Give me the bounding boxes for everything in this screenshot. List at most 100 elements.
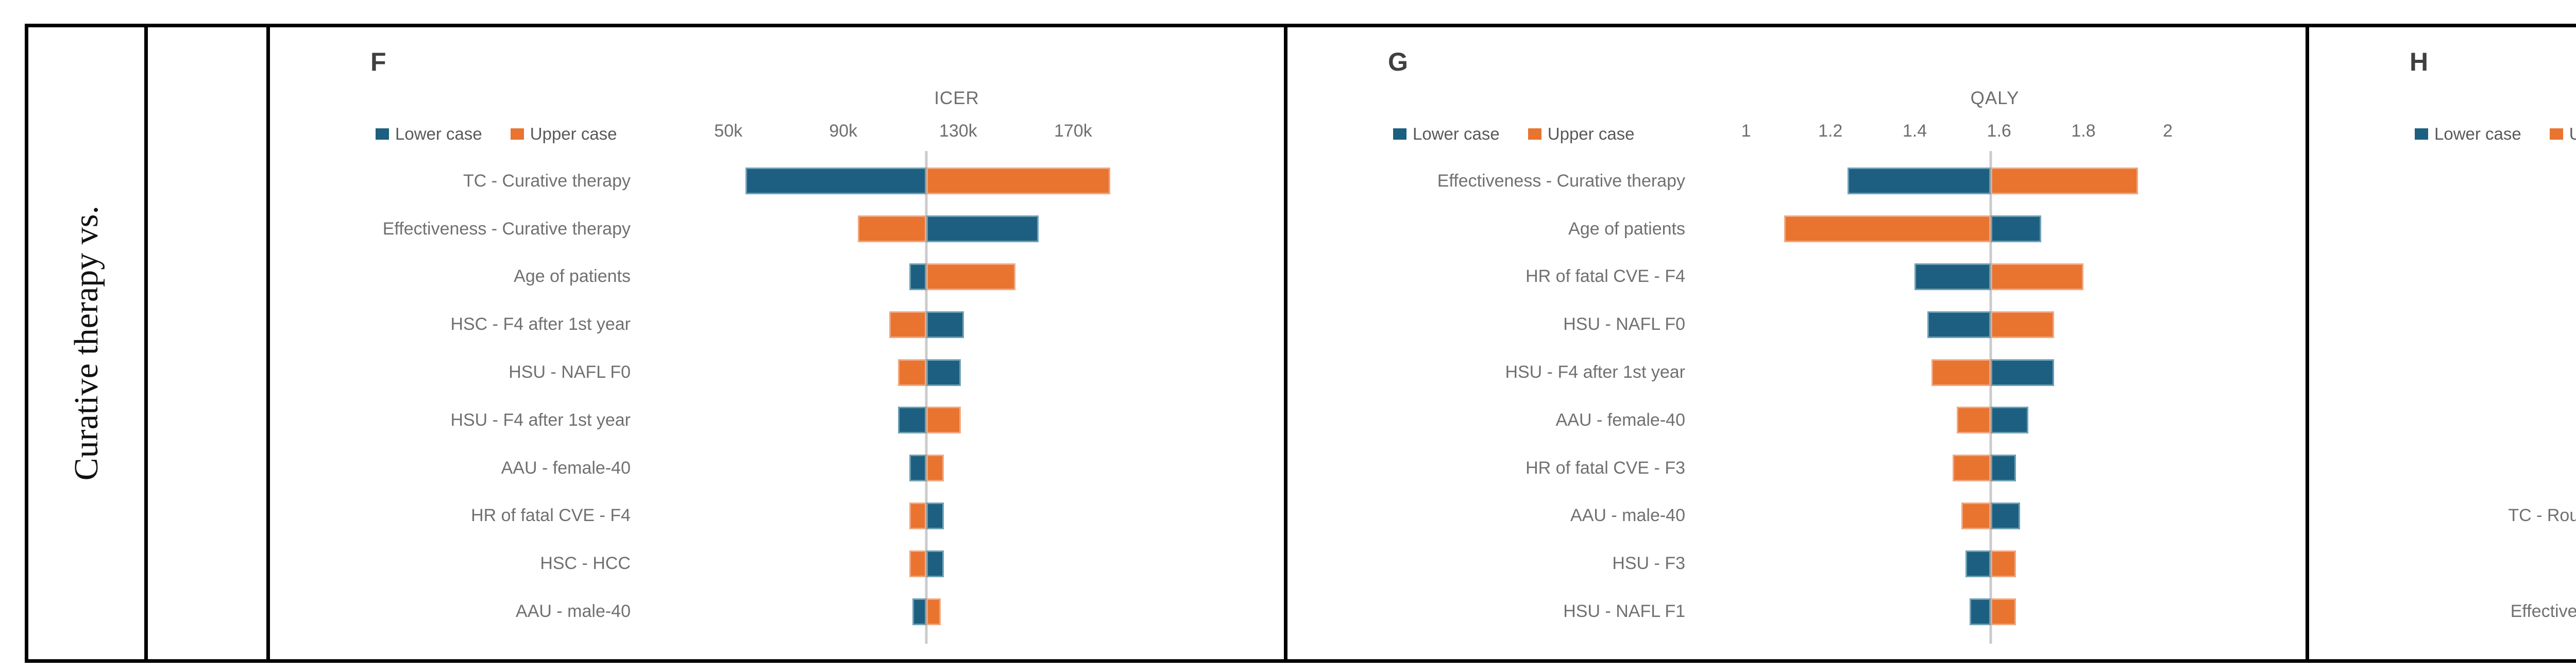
bar-cell	[645, 300, 1268, 348]
lower-case-swatch-icon	[2415, 128, 2428, 140]
bar-cell	[645, 588, 1268, 635]
legend-item-upper-case: Upper case	[510, 124, 617, 144]
upper-case-bar	[909, 550, 927, 577]
tornado-row: HSU - NAFL F0	[1287, 300, 2306, 348]
category-label: Effectiveness - Curative therapy	[382, 219, 631, 239]
legend: Lower case Upper case	[1393, 124, 1635, 144]
table-divider	[2306, 27, 2309, 659]
panel-letter: G	[1388, 47, 1408, 76]
category-label: Effectiveness - Curative therapy	[2510, 601, 2576, 622]
lower-case-swatch-icon	[376, 128, 389, 140]
bar-cell	[645, 540, 1268, 588]
lower-case-bar	[926, 311, 964, 338]
category-label: AAU - male-40	[1570, 506, 1685, 526]
figure-table: Curative therapy vs. F ICER Lower case U…	[25, 24, 2576, 663]
lower-case-bar	[926, 502, 944, 529]
panel-cost: H COST Lower case Upper case 80k$180k$28…	[2309, 27, 2576, 659]
baseline-line	[1989, 151, 1992, 644]
tornado-row: AAU - male-40	[270, 588, 1284, 635]
upper-case-bar	[1990, 598, 2016, 625]
tornado-row: HR of fatal CVE - F4	[2309, 300, 2576, 348]
bar-cell	[645, 492, 1268, 540]
bar-cell	[645, 205, 1268, 253]
lower-case-bar	[1990, 502, 2021, 529]
lower-case-bar	[897, 407, 927, 434]
legend-item-upper-case: Upper case	[1528, 124, 1635, 144]
axis-tick-label: 1.2	[1818, 121, 1843, 141]
tornado-row: Effectiveness - Curative therapy	[270, 205, 1284, 253]
category-label: HSC - HCC	[2309, 410, 2576, 430]
upper-case-bar	[1990, 263, 2083, 290]
tornado-row: HSC - HCC	[270, 540, 1284, 588]
legend-item-lower-case: Lower case	[2415, 124, 2521, 144]
tornado-row: Effectiveness - Curative therapy	[1287, 157, 2306, 205]
tornado-row: HSU - NAFL F1	[1287, 588, 2306, 635]
tornado-row: HSU - F3	[1287, 540, 2306, 588]
category-label: Effectiveness - Curative therapy	[1437, 171, 1685, 191]
x-axis-ticks: 50k 90k 130k 170k	[645, 121, 1268, 143]
tornado-row: HR of fatal CVE - F3	[1287, 444, 2306, 492]
bar-cell	[1700, 205, 2290, 253]
category-label: HSU - F4 after 1st year	[1505, 362, 1685, 382]
upper-case-bar	[1990, 550, 2016, 577]
lower-case-bar	[926, 550, 944, 577]
legend-label: Upper case	[530, 124, 617, 143]
legend-item-upper-case: Upper case	[2549, 124, 2576, 144]
category-label: Age of patients	[2309, 266, 2576, 287]
category-label: HSU - NAFL F1	[1563, 601, 1685, 622]
bar-cell	[1700, 300, 2290, 348]
upper-case-swatch-icon	[1528, 128, 1541, 140]
category-label: TC - Curative therapy	[463, 171, 631, 191]
tornado-row: HSC - F4 after 1st year	[270, 300, 1284, 348]
tornado-row: Age of patients	[1287, 205, 2306, 253]
category-label: AAU - female-40	[1555, 410, 1685, 430]
axis-tick-label: 2	[2163, 121, 2173, 141]
lower-case-bar	[1990, 215, 2042, 243]
category-label: HSC - LT after 1st year	[2309, 458, 2576, 478]
row-header-cell: Curative therapy vs.	[28, 27, 144, 659]
lower-case-swatch-icon	[1393, 128, 1406, 140]
plot-area	[1700, 151, 2290, 644]
lower-case-bar	[912, 598, 927, 625]
upper-case-bar	[889, 311, 927, 338]
lower-case-bar	[1965, 550, 1991, 577]
category-label: HSU - NAFL F0	[509, 362, 631, 382]
tornado-row: HR of fatal CVE - F4	[270, 492, 1284, 540]
axis-tick-label: 90k	[829, 121, 858, 141]
axis-tick-label: 1	[1741, 121, 1751, 141]
tornado-row: HR of fatal CVE - F3	[2309, 540, 2576, 588]
bar-cell	[645, 396, 1268, 444]
lower-case-bar	[1914, 263, 1991, 290]
upper-case-bar	[1931, 359, 1991, 386]
lower-case-bar	[1969, 598, 1991, 625]
tornado-row: HSC - LT after 1st year	[2309, 444, 2576, 492]
upper-case-bar	[1953, 455, 1991, 482]
legend: Lower case Upper case	[2415, 124, 2576, 144]
lower-case-bar	[1847, 168, 1991, 195]
category-label: HR of fatal CVE - F3	[1526, 458, 1685, 478]
category-label: AAU - female-40	[501, 458, 631, 478]
upper-case-bar	[1784, 215, 1991, 243]
bar-cell	[1700, 157, 2290, 205]
category-label: TP - F3 to F1y4	[2309, 362, 2576, 382]
tornado-row: Effectiveness - Curative therapy	[2309, 588, 2576, 635]
tornado-row: TC - Curative therapy	[2309, 157, 2576, 205]
category-label: HSU - F3	[1612, 554, 1685, 574]
row-header-label: Curative therapy vs.	[67, 206, 105, 481]
lower-case-bar	[1990, 359, 2054, 386]
bar-cell	[645, 444, 1268, 492]
lower-case-bar	[1927, 311, 1991, 338]
tornado-row: HSC - F4 after 1st year	[2309, 205, 2576, 253]
category-label: HSC - HCC	[540, 554, 631, 574]
tornado-row: HSU - F4 after 1st year	[270, 396, 1284, 444]
category-label: AAU - male-40	[516, 601, 631, 622]
upper-case-bar	[857, 215, 927, 243]
tornado-row: TP - F3 to F1y4	[2309, 348, 2576, 396]
bar-cell	[1700, 540, 2290, 588]
category-label: TC - Curative therapy	[2309, 171, 2576, 191]
legend-label: Lower case	[395, 124, 482, 143]
lower-case-bar	[1990, 407, 2029, 434]
bar-cell	[645, 157, 1268, 205]
chart-title: QALY	[1970, 88, 2020, 108]
tornado-rows: Effectiveness - Curative therapy Age of p…	[1287, 157, 2306, 635]
